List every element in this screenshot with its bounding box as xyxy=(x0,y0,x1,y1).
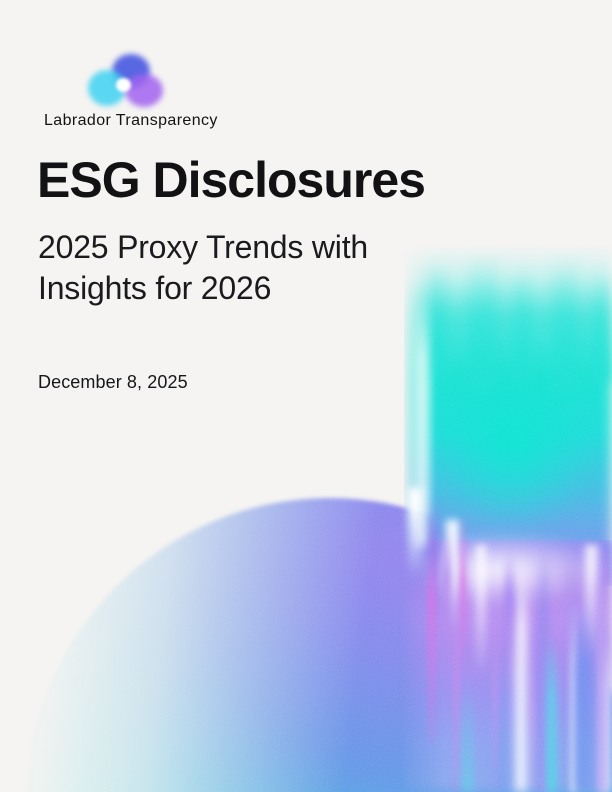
report-subtitle-line1: 2025 Proxy Trends with xyxy=(38,229,368,265)
report-title: ESG Disclosures xyxy=(37,152,426,208)
logo-circle-purple-icon xyxy=(125,74,163,107)
brand-logo xyxy=(88,54,164,112)
report-subtitle-line2: Insights for 2026 xyxy=(38,270,272,306)
brand-name: Labrador Transparency xyxy=(44,112,218,129)
logo-circle-white-icon xyxy=(116,78,131,92)
report-subtitle: 2025 Proxy Trends with Insights for 2026 xyxy=(38,227,458,309)
report-date: December 8, 2025 xyxy=(38,372,188,392)
